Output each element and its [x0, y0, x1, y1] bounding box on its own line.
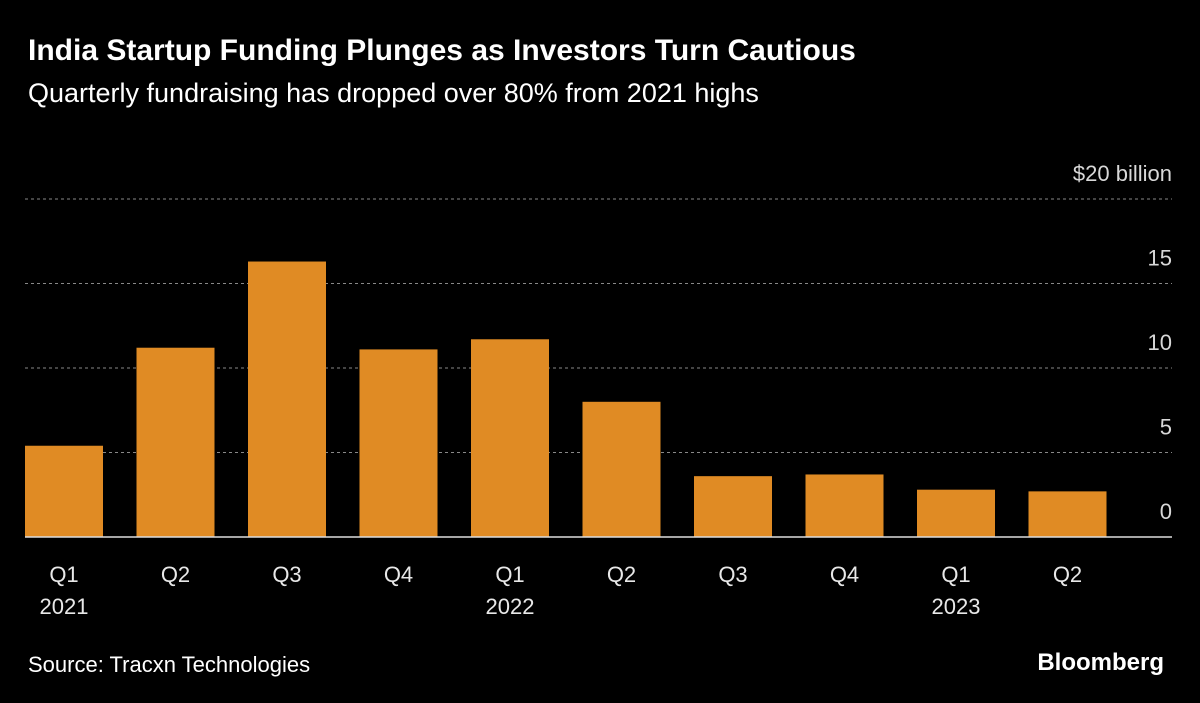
bar: [359, 349, 438, 537]
y-tick-label: 10: [1148, 330, 1172, 355]
bar: [471, 339, 549, 537]
chart-subtitle: Quarterly fundraising has dropped over 8…: [28, 78, 759, 108]
source: Source: Tracxn Technologies: [28, 652, 310, 677]
y-tick-label: 5: [1160, 415, 1172, 440]
x-year-label: 2023: [932, 594, 981, 619]
x-tick-label: Q4: [384, 562, 413, 587]
x-tick-label: Q2: [161, 562, 190, 587]
bar: [694, 476, 772, 537]
x-year-label: 2022: [486, 594, 535, 619]
x-tick-label: Q4: [830, 562, 859, 587]
y-tick-label: 15: [1148, 246, 1172, 271]
brand: Bloomberg: [1037, 649, 1164, 676]
bar: [25, 445, 103, 537]
bar: [582, 401, 661, 537]
y-tick-label: $20 billion: [1073, 161, 1172, 186]
bar: [1028, 491, 1107, 537]
bar: [805, 474, 884, 537]
x-year-label: 2021: [40, 594, 89, 619]
x-tick-label: Q2: [1053, 562, 1082, 587]
y-tick-label: 0: [1160, 499, 1172, 524]
bar: [917, 489, 995, 537]
x-tick-label: Q1: [495, 562, 524, 587]
x-tick-label: Q1: [941, 562, 970, 587]
bar: [136, 347, 215, 537]
x-tick-label: Q3: [272, 562, 301, 587]
chart-title: India Startup Funding Plunges as Investo…: [28, 34, 856, 67]
x-tick-label: Q3: [718, 562, 747, 587]
x-tick-label: Q1: [49, 562, 78, 587]
x-tick-label: Q2: [607, 562, 636, 587]
bar: [248, 261, 326, 537]
